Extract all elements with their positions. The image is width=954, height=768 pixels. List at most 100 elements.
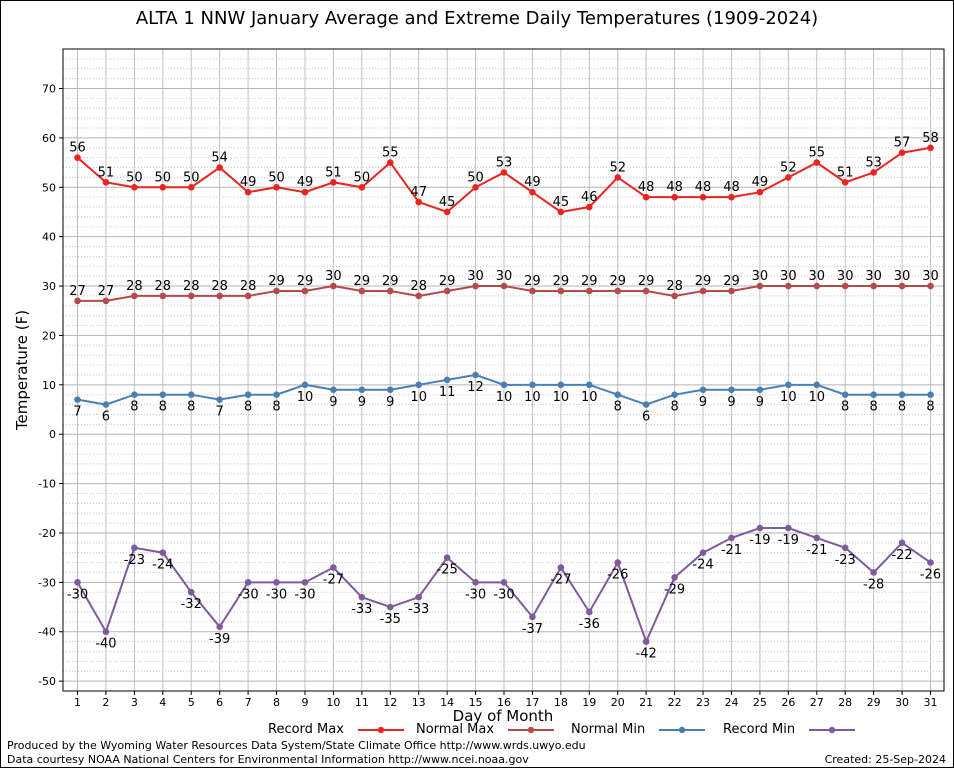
normal-max-data-label: 29 (268, 274, 285, 289)
record-max-data-label: 52 (780, 160, 797, 175)
normal-max-data-label: 29 (581, 274, 598, 289)
legend-record-max-label: Record Max (268, 722, 344, 737)
x-tick-label: 31 (924, 696, 938, 709)
record-max-data-label: 45 (553, 195, 570, 210)
record-min-point (187, 588, 195, 596)
normal-max-point (671, 292, 678, 300)
footer-produced-by: Produced by the Wyoming Water Resources … (7, 739, 586, 752)
normal-min-point (614, 391, 622, 398)
record-min-data-label: -36 (579, 617, 600, 632)
normal-max-data-label: 29 (297, 274, 314, 289)
x-tick-label: 25 (753, 696, 767, 709)
normal-min-point (699, 386, 707, 394)
record-min-point (415, 593, 423, 601)
record-min-point (102, 628, 110, 636)
record-max-point (642, 193, 650, 201)
record-max-point (386, 159, 394, 166)
record-max-point (330, 179, 337, 186)
x-tick-label: 23 (696, 696, 710, 709)
normal-min-point (586, 381, 593, 389)
normal-min-data-label: 8 (130, 400, 138, 415)
normal-max-data-label: 29 (354, 274, 371, 289)
record-min-data-label: -28 (863, 577, 884, 592)
record-max-data-label: 53 (865, 155, 882, 170)
normal-min-data-label: 8 (244, 400, 252, 415)
normal-min-data-label: 10 (581, 390, 598, 405)
y-tick-label: 30 (42, 280, 56, 293)
normal-max-data-label: 30 (894, 269, 911, 284)
record-max-data-label: 46 (581, 190, 598, 205)
normal-max-data-label: 27 (69, 284, 86, 299)
x-tick-label: 28 (838, 696, 852, 709)
record-max-data-label: 57 (894, 136, 911, 151)
y-tick-label: 0 (49, 428, 56, 441)
record-max-point (358, 183, 366, 191)
normal-min-data-label: 12 (467, 380, 484, 395)
x-tick-label: 8 (273, 696, 280, 709)
normal-max-point (244, 292, 252, 300)
legend-normal-min: Normal Min (571, 722, 707, 737)
record-min-data-label: -33 (408, 602, 429, 617)
record-max-point (671, 193, 678, 201)
record-max-data-label: 51 (837, 165, 854, 180)
normal-max-data-label: 30 (837, 269, 854, 284)
normal-max-point (102, 297, 110, 305)
normal-max-data-label: 30 (922, 269, 939, 284)
record-max-data-label: 50 (126, 170, 143, 185)
normal-max-point (813, 282, 821, 290)
x-tick-label: 10 (326, 696, 340, 709)
y-tick-label: -10 (38, 478, 56, 491)
normal-max-data-label: 29 (439, 274, 456, 289)
record-min-data-label: -24 (152, 558, 173, 573)
record-min-data-label: -40 (95, 637, 116, 652)
chart-title: ALTA 1 NNW January Average and Extreme D… (135, 8, 819, 29)
normal-max-point (216, 292, 223, 300)
x-tick-label: 9 (301, 696, 308, 709)
normal-min-point (785, 381, 792, 389)
normal-max-point (159, 292, 167, 300)
record-min-data-label: -27 (323, 573, 344, 588)
normal-max-data-label: 27 (98, 284, 115, 299)
record-min-data-label: -23 (835, 553, 856, 568)
record-min-data-label: -25 (437, 563, 458, 578)
record-min-data-label: -26 (920, 568, 941, 583)
record-max-point (443, 208, 451, 216)
normal-min-point (415, 381, 423, 389)
record-max-point (187, 183, 195, 191)
record-max-data-label: 55 (382, 146, 399, 161)
normal-max-data-label: 28 (240, 279, 257, 294)
legend-record-max: Record Max (268, 722, 406, 737)
normal-min-data-label: 11 (439, 385, 456, 400)
normal-max-point (415, 292, 423, 300)
normal-max-data-label: 29 (524, 274, 541, 289)
normal-max-point (614, 287, 622, 295)
record-min-point (500, 579, 508, 586)
x-tick-label: 20 (611, 696, 625, 709)
normal-max-point (358, 287, 366, 295)
record-min-data-label: -30 (237, 587, 258, 602)
normal-max-data-label: 28 (126, 279, 143, 294)
x-tick-label: 19 (582, 696, 596, 709)
record-min-data-label: -35 (380, 612, 401, 627)
record-max-point (273, 183, 280, 191)
normal-max-data-label: 30 (808, 269, 825, 284)
y-tick-label: 20 (42, 329, 56, 342)
x-tick-label: 11 (355, 696, 369, 709)
legend-record-max-swatch (358, 726, 405, 733)
record-max-data-label: 51 (98, 165, 115, 180)
record-min-point (728, 534, 735, 542)
y-tick-label: -30 (38, 576, 56, 589)
normal-min-point (273, 391, 280, 398)
normal-min-data-label: 9 (386, 395, 394, 410)
record-max-data-label: 49 (240, 175, 257, 190)
footer-created-date: Created: 25-Sep-2024 (824, 753, 946, 766)
record-max-data-label: 50 (354, 170, 371, 185)
normal-max-point (870, 282, 877, 290)
normal-min-point (841, 391, 849, 398)
record-min-point (642, 638, 650, 645)
record-min-point (586, 608, 593, 616)
x-tick-label: 6 (216, 696, 223, 709)
x-tick-label: 2 (102, 696, 109, 709)
y-tick-label: 70 (42, 83, 56, 96)
x-tick-label: 7 (245, 696, 252, 709)
